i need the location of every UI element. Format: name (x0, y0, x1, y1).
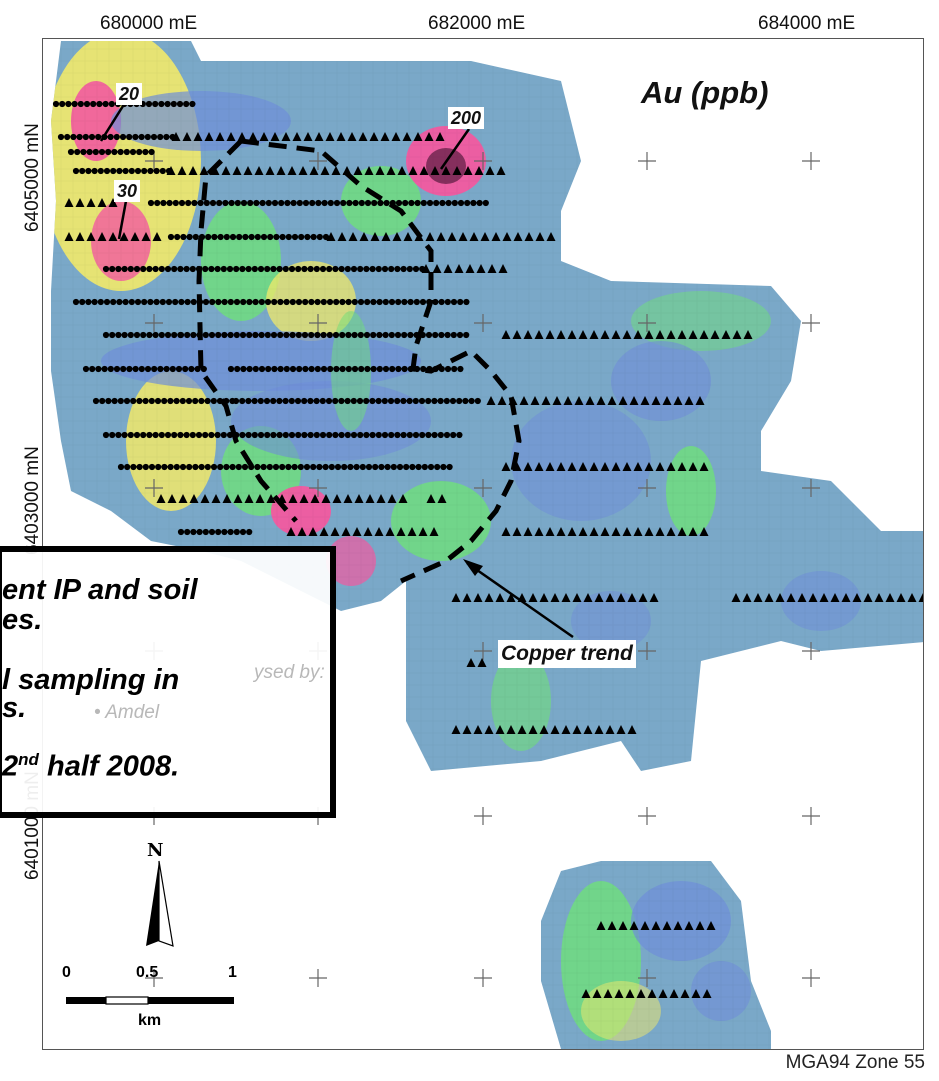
sample-line (102, 265, 426, 273)
sample-line (177, 331, 470, 339)
note-line-4: s. (2, 692, 27, 724)
copper-trend-arrow (466, 561, 574, 639)
sample-line (64, 232, 162, 241)
grid-cross (802, 642, 820, 660)
sample-line (326, 232, 556, 241)
grid-cross (474, 969, 492, 987)
grid-cross (638, 969, 656, 987)
ghost-text-amdel: • Amdel (94, 702, 160, 723)
easting-tick-684000: 684000 mE (758, 13, 856, 34)
scale-label-1: 1 (228, 964, 237, 981)
note-line-5-sup: nd (18, 750, 39, 769)
grid-cross (145, 314, 163, 332)
northing-tick-6403000: 6403000 mN (22, 446, 43, 555)
grid-cross (638, 479, 656, 497)
sample-line (82, 365, 207, 373)
ghost-text-analysed: ysed by: (254, 662, 325, 683)
sample-line (67, 148, 155, 156)
map-title: Au (ppb) (641, 75, 769, 110)
sample-line (57, 133, 176, 141)
grid-cross (802, 807, 820, 825)
scale-label-0: 0 (62, 964, 71, 981)
leader-200 (439, 128, 471, 170)
sample-line (92, 397, 236, 405)
grid-cross (638, 642, 656, 660)
grid-cross (145, 969, 163, 987)
grid-cross (474, 642, 492, 660)
north-arrow-label: N (147, 840, 164, 861)
sample-line (501, 527, 709, 536)
scale-unit-label: km (138, 1012, 162, 1029)
grid-cross (802, 969, 820, 987)
notes-overlay-box: ysed by: • Amdel ent IP and soil es. l s… (0, 546, 336, 818)
sample-line (451, 725, 637, 734)
grid-cross (309, 152, 327, 170)
grid-cross (145, 152, 163, 170)
sample-line (202, 298, 470, 306)
sample-line (72, 298, 204, 306)
leader-30 (117, 200, 128, 240)
contour-label-20: 20 (116, 83, 143, 105)
contour-label-30: 30 (114, 180, 141, 202)
sample-line (64, 198, 118, 207)
western-dashed-line (196, 139, 298, 523)
grid-cross (802, 152, 820, 170)
north-arrow-light-half (158, 860, 174, 947)
sample-line (466, 658, 487, 667)
grid-cross (638, 152, 656, 170)
contour-label-200: 200 (448, 107, 485, 129)
sample-line (451, 593, 659, 602)
sample-line (177, 528, 253, 536)
sample-line (147, 199, 489, 207)
sample-line (426, 494, 447, 503)
sample-line (501, 330, 753, 339)
sample-line (286, 527, 439, 536)
note-line-1: ent IP and soil (2, 574, 198, 606)
grid-cross (638, 314, 656, 332)
note-line-5-start: 2 (2, 750, 19, 783)
grid-cross (638, 807, 656, 825)
grid-cross (802, 314, 820, 332)
grid-cross (474, 314, 492, 332)
grid-cross (309, 479, 327, 497)
sample-line (156, 494, 408, 503)
map-frame: Au (ppb) (42, 38, 924, 1050)
easting-tick-682000: 682000 mE (428, 13, 526, 34)
northing-tick-6405000: 6405000 mN (22, 123, 43, 232)
note-line-5: 2nd half 2008. (2, 750, 179, 784)
sample-line (581, 989, 712, 998)
sample-line (232, 397, 481, 405)
sample-line (117, 463, 453, 471)
sample-line (171, 132, 445, 141)
north-arrow-dark-half (146, 861, 159, 946)
easting-tick-680000: 680000 mE (100, 13, 198, 34)
note-line-3: l sampling in (2, 664, 180, 696)
leader-20 (99, 105, 125, 142)
anomaly-surface-south (541, 861, 771, 1049)
sample-line (731, 593, 923, 602)
scale-bar (66, 996, 234, 1005)
sample-line (501, 462, 709, 471)
grid-cross (474, 807, 492, 825)
grid-cross (309, 969, 327, 987)
grid-cross (145, 479, 163, 497)
sample-line (102, 431, 463, 439)
grid-cross (802, 479, 820, 497)
copper-trend-arrowhead (463, 559, 483, 576)
sample-line (596, 921, 716, 930)
sample-line (167, 233, 330, 241)
note-line-5-end: half 2008. (38, 750, 180, 783)
gold-anomaly-map (51, 41, 923, 1049)
note-line-2: es. (2, 604, 43, 636)
grid-cross (474, 152, 492, 170)
sample-line (421, 264, 508, 273)
projection-label: MGA94 Zone 55 (785, 1052, 925, 1073)
grid-cross (474, 479, 492, 497)
copper-trend-dashed-line (240, 138, 522, 584)
copper-trend-label: Copper trend (498, 640, 636, 668)
grid-cross (309, 314, 327, 332)
scale-label-half: 0.5 (136, 964, 159, 981)
